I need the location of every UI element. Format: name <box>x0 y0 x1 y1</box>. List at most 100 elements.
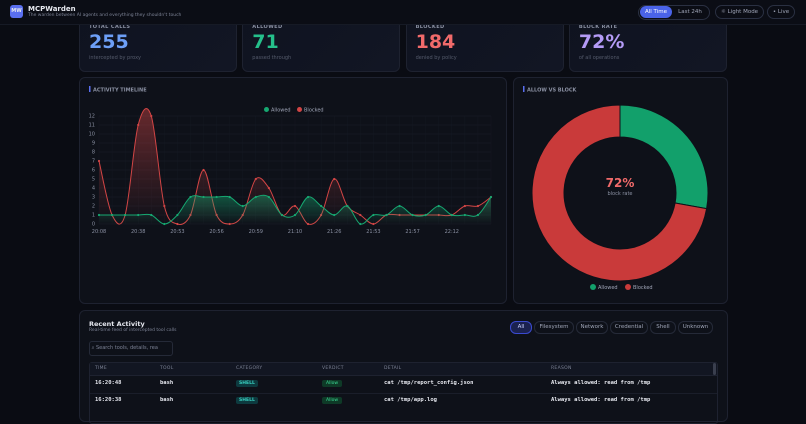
column-header: TIME <box>95 366 108 371</box>
legend-label: Allowed <box>598 285 618 291</box>
stat-value: 255 <box>89 31 129 53</box>
point <box>306 195 310 199</box>
x-tick-label: 20:08 <box>92 229 106 235</box>
range-button[interactable]: All Time <box>640 6 672 18</box>
table-header <box>90 363 717 376</box>
table-cell: Always allowed: read from /tmp <box>551 380 651 386</box>
legend-swatch <box>590 284 596 290</box>
point <box>97 213 101 217</box>
point <box>228 195 231 199</box>
legend-swatch <box>297 107 302 112</box>
legend-swatch <box>264 107 269 112</box>
app-subtitle: The warden between AI agents and everyth… <box>28 13 182 18</box>
y-tick-label: 12 <box>89 114 95 120</box>
donut-center-note: block rate <box>607 191 632 197</box>
y-tick-label: 8 <box>92 150 95 156</box>
live-button[interactable]: • Live <box>767 5 795 19</box>
x-tick-label: 20:53 <box>170 229 184 235</box>
x-tick-label: 21:53 <box>366 229 380 235</box>
point <box>163 204 166 208</box>
point <box>110 213 114 217</box>
point <box>489 195 493 199</box>
point <box>97 159 101 163</box>
column-header: TOOL <box>160 366 174 371</box>
table-cell: 16:20:48 <box>95 380 122 386</box>
filter-button[interactable]: Filesystem <box>534 321 574 334</box>
donut-center: 72% <box>606 176 635 190</box>
point <box>137 213 140 217</box>
table-cell: bash <box>160 397 174 403</box>
legend-label: Blocked <box>633 285 653 291</box>
range-button[interactable]: Last 24h <box>678 9 702 15</box>
search-placeholder: Search tools, details, rea <box>95 345 158 351</box>
point <box>293 213 297 217</box>
filter-button[interactable]: All <box>510 321 532 334</box>
theme-label: Light Mode <box>727 9 759 15</box>
table-cell: Allow <box>322 397 343 404</box>
point <box>437 204 440 208</box>
point <box>124 213 127 217</box>
x-tick-label: 22:12 <box>445 229 459 235</box>
filter-button[interactable]: Network <box>576 321 608 334</box>
y-tick-label: 9 <box>92 141 95 147</box>
live-label: Live <box>777 9 790 15</box>
point <box>254 195 257 199</box>
column-header: DETAIL <box>384 366 402 371</box>
donut-title: ALLOW VS BLOCK <box>527 88 578 94</box>
point <box>254 177 257 181</box>
point <box>137 123 140 127</box>
column-header: VERDICT <box>322 366 344 371</box>
point <box>189 195 192 199</box>
legend-swatch <box>625 284 631 290</box>
x-tick-label: 20:38 <box>131 229 145 235</box>
column-header: CATEGORY <box>236 366 263 371</box>
stat-note: of all operations <box>578 55 620 61</box>
point <box>202 195 205 199</box>
y-tick-label: 1 <box>92 213 95 219</box>
logo: MW <box>10 5 23 18</box>
point <box>267 186 270 190</box>
point <box>150 114 153 118</box>
donut-segment <box>619 104 709 210</box>
page: MW MCPWarden The warden between AI agent… <box>0 5 806 424</box>
row-divider <box>90 393 717 394</box>
activity-panel: Recent Activity Real-time feed of interc… <box>79 310 728 424</box>
x-tick-label: 20:59 <box>249 229 263 235</box>
point <box>411 213 414 217</box>
point <box>333 213 336 217</box>
search-box[interactable]: ⌕ Search tools, details, rea <box>89 341 173 356</box>
filter-button[interactable]: Credential <box>610 321 648 334</box>
range-toggle <box>638 5 710 20</box>
stat-label: BLOCK RATE <box>578 24 618 30</box>
point <box>424 213 427 217</box>
point <box>463 204 466 208</box>
point <box>267 195 270 199</box>
point <box>359 222 362 226</box>
table-cell: SHELL <box>236 397 258 404</box>
theme-button[interactable]: ☼ Light Mode <box>715 5 764 19</box>
y-tick-label: 2 <box>92 204 95 210</box>
stat-value: 71 <box>252 31 279 53</box>
table-cell: Allow <box>322 380 343 387</box>
point <box>450 213 453 217</box>
stat-note: passed through <box>252 55 292 61</box>
point <box>320 204 323 208</box>
table-cell: Always allowed: read from /tmp <box>551 397 651 403</box>
title-accent <box>523 86 525 92</box>
title-accent <box>89 86 91 92</box>
table-cell: cat /tmp/report_config.json <box>384 380 474 386</box>
point <box>372 213 375 217</box>
activity-subtitle: Real-time feed of intercepted tool calls <box>89 328 177 333</box>
column-header: REASON <box>551 366 572 371</box>
point <box>359 213 362 217</box>
y-tick-label: 6 <box>92 168 95 174</box>
filter-button[interactable]: Shell <box>650 321 676 334</box>
stat-note: denied by policy <box>415 55 457 61</box>
filter-button[interactable]: Unknown <box>678 321 713 334</box>
y-tick-label: 0 <box>92 222 95 228</box>
stat-label: BLOCKED <box>415 24 445 30</box>
series-area <box>99 195 491 225</box>
point <box>476 213 480 217</box>
stat-note: intercepted by proxy <box>89 55 142 61</box>
